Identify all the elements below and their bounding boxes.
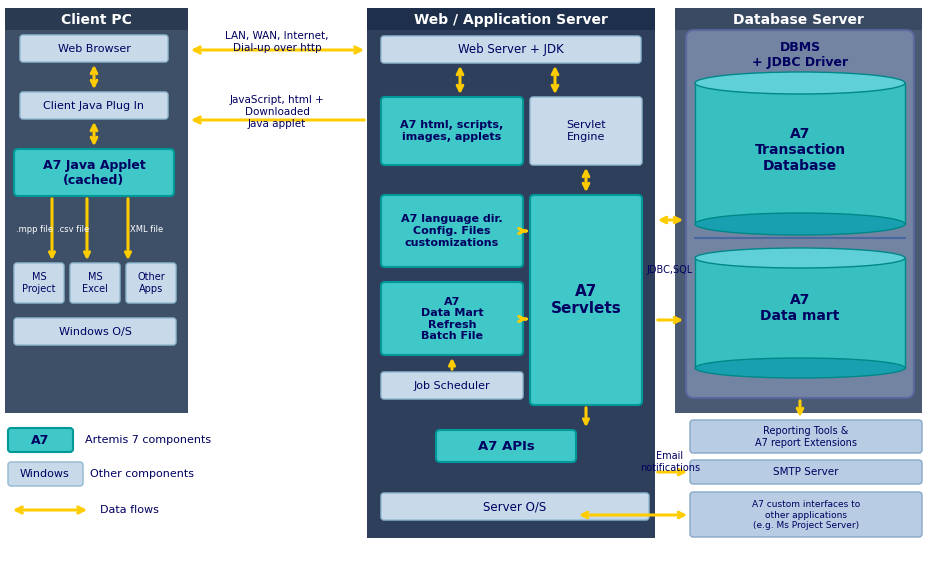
Text: Reporting Tools &
A7 report Extensions: Reporting Tools & A7 report Extensions: [754, 426, 856, 448]
FancyBboxPatch shape: [8, 462, 83, 486]
Text: Web Browser: Web Browser: [58, 44, 130, 54]
FancyBboxPatch shape: [5, 8, 187, 413]
Text: A7 language dir.
Config. Files
customizations: A7 language dir. Config. Files customiza…: [401, 215, 502, 248]
FancyBboxPatch shape: [435, 430, 575, 462]
Text: A7
Transaction
Database: A7 Transaction Database: [754, 127, 844, 173]
FancyBboxPatch shape: [14, 149, 174, 196]
Text: A7 custom interfaces to
other applications
(e.g. Ms Project Server): A7 custom interfaces to other applicatio…: [751, 500, 859, 530]
Text: XML file: XML file: [130, 226, 163, 234]
Text: Web / Application Server: Web / Application Server: [414, 13, 607, 27]
Text: Windows O/S: Windows O/S: [58, 327, 131, 337]
FancyBboxPatch shape: [694, 83, 904, 224]
Text: A7 Java Applet
(cached): A7 Java Applet (cached): [43, 159, 145, 187]
FancyBboxPatch shape: [675, 8, 921, 30]
Text: Job Scheduler: Job Scheduler: [413, 381, 490, 391]
Text: A7 html, scripts,
images, applets: A7 html, scripts, images, applets: [400, 120, 503, 142]
Text: A7: A7: [31, 433, 49, 447]
Text: A7
Servlets: A7 Servlets: [550, 284, 621, 316]
FancyBboxPatch shape: [367, 8, 654, 30]
Text: Servlet
Engine: Servlet Engine: [565, 120, 605, 142]
Text: JavaScript, html +
Downloaded
Java applet: JavaScript, html + Downloaded Java apple…: [229, 95, 324, 129]
FancyBboxPatch shape: [14, 318, 175, 345]
FancyBboxPatch shape: [380, 372, 522, 399]
FancyBboxPatch shape: [126, 263, 175, 303]
Text: .csv file: .csv file: [57, 226, 89, 234]
Text: A7 APIs: A7 APIs: [477, 440, 534, 452]
Ellipse shape: [694, 72, 904, 94]
Text: MS
Excel: MS Excel: [82, 272, 108, 294]
Text: Other
Apps: Other Apps: [137, 272, 164, 294]
Text: JDBC,SQL: JDBC,SQL: [646, 265, 692, 275]
FancyBboxPatch shape: [367, 8, 654, 538]
FancyBboxPatch shape: [530, 97, 641, 165]
FancyBboxPatch shape: [5, 8, 187, 30]
Ellipse shape: [694, 248, 904, 268]
FancyBboxPatch shape: [690, 460, 921, 484]
FancyBboxPatch shape: [675, 8, 921, 413]
Text: SMTP Server: SMTP Server: [772, 467, 838, 477]
Text: Other components: Other components: [90, 469, 194, 479]
FancyBboxPatch shape: [380, 493, 649, 520]
Text: A7
Data mart: A7 Data mart: [759, 293, 839, 323]
FancyBboxPatch shape: [380, 282, 522, 355]
Text: Email
notifications: Email notifications: [639, 451, 700, 473]
FancyBboxPatch shape: [380, 36, 640, 63]
Ellipse shape: [694, 358, 904, 378]
Text: Data flows: Data flows: [100, 505, 159, 515]
FancyBboxPatch shape: [8, 428, 73, 452]
FancyBboxPatch shape: [70, 263, 120, 303]
FancyBboxPatch shape: [530, 195, 641, 405]
Text: MS
Project: MS Project: [22, 272, 56, 294]
Ellipse shape: [694, 213, 904, 235]
FancyBboxPatch shape: [20, 92, 168, 119]
Text: Windows: Windows: [20, 469, 70, 479]
Text: A7
Data Mart
Refresh
Batch File: A7 Data Mart Refresh Batch File: [420, 297, 483, 342]
FancyBboxPatch shape: [690, 492, 921, 537]
Text: DBMS
+ JDBC Driver: DBMS + JDBC Driver: [751, 41, 847, 69]
FancyBboxPatch shape: [690, 420, 921, 453]
FancyBboxPatch shape: [380, 195, 522, 267]
Text: Database Server: Database Server: [732, 13, 863, 27]
Text: .mpp file: .mpp file: [17, 226, 54, 234]
FancyBboxPatch shape: [694, 258, 904, 368]
FancyBboxPatch shape: [380, 97, 522, 165]
Text: Artemis 7 components: Artemis 7 components: [84, 435, 211, 445]
Text: LAN, WAN, Internet,
Dial-up over http: LAN, WAN, Internet, Dial-up over http: [225, 31, 329, 53]
Text: Client PC: Client PC: [61, 13, 132, 27]
FancyBboxPatch shape: [20, 35, 168, 62]
Text: Server O/S: Server O/S: [483, 500, 546, 514]
Text: Client Java Plug In: Client Java Plug In: [44, 101, 145, 111]
FancyBboxPatch shape: [14, 263, 64, 303]
Text: Web Server + JDK: Web Server + JDK: [458, 43, 563, 57]
FancyBboxPatch shape: [685, 30, 913, 398]
